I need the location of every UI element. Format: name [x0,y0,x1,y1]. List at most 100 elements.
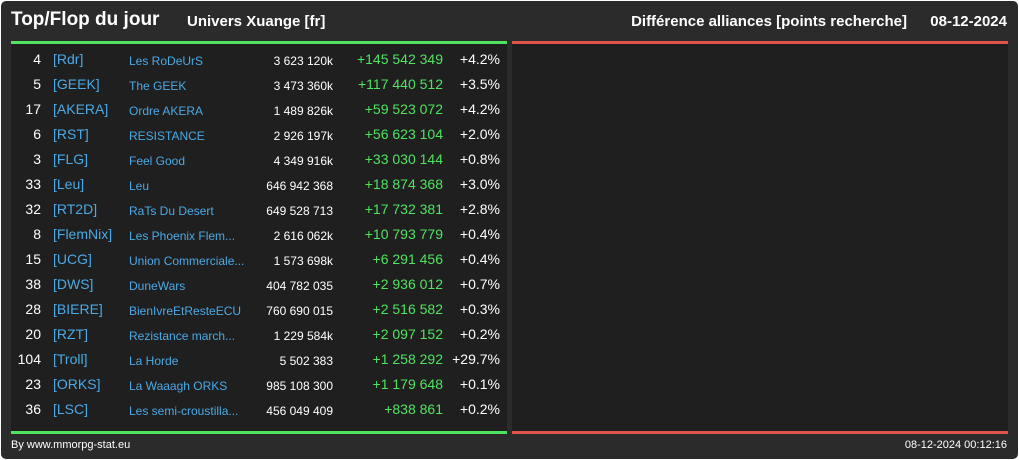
alliance-rank: 33 [25,176,41,192]
percent-change: +3.0% [459,176,500,192]
alliance-points: 649 528 713 [266,204,333,218]
alliance-name-link[interactable]: La Waaagh ORKS [129,379,228,393]
alliance-rank: 36 [25,401,41,417]
alliance-points: 2 926 197k [273,129,333,143]
alliance-name-link[interactable]: RaTs Du Desert [129,204,214,218]
alliance-points: 3 473 360k [273,79,333,93]
table-row: 36 [LSC] Les semi-croustilla... 456 049 409… [11,398,508,423]
points-difference: +1 258 292 [372,351,443,367]
alliance-points: 3 623 120k [273,54,333,68]
alliance-points: 5 502 383 [279,354,333,368]
table-row: 28 [BIERE] BienIvreEtResteECU 760 690 015 +2… [11,298,508,323]
alliance-name-link[interactable]: BienIvreEtResteECU [129,304,242,318]
points-difference: +2 936 012 [372,276,443,292]
points-difference: +117 440 512 [358,76,443,92]
alliance-tag-link[interactable]: [GEEK] [53,76,100,92]
alliance-name-link[interactable]: Les semi-croustilla... [129,404,239,418]
alliance-name-link[interactable]: Feel Good [129,154,186,168]
alliance-points: 1 573 698k [273,254,333,268]
alliance-points: 760 690 015 [266,304,333,318]
alliance-points: 456 049 409 [266,404,333,418]
alliance-rank: 38 [25,276,41,292]
alliance-tag-link[interactable]: [Troll] [53,351,88,367]
alliance-name-link[interactable]: The GEEK [129,79,187,93]
table-row: 4 [Rdr] Les RoDeUrS 3 623 120k +145 542 349 +… [11,48,508,73]
header-date: 08-12-2024 [930,13,1007,30]
alliance-rank: 3 [33,151,41,167]
alliance-tag-link[interactable]: [ORKS] [53,376,101,392]
top-accent-bar-top [11,41,507,44]
points-difference: +6 291 456 [372,251,443,267]
alliance-tag-link[interactable]: [LSC] [53,401,89,417]
points-difference: +2 516 582 [372,301,443,317]
percent-change: +0.3% [459,301,500,317]
alliance-points: 1 489 826k [273,104,333,118]
flop-accent-bar-bottom [512,431,1008,434]
alliance-tag-link[interactable]: [RST] [53,126,89,142]
flop-column [512,44,1008,431]
alliance-name-link[interactable]: DuneWars [129,279,186,293]
top-accent-bar-bottom [11,431,507,434]
percent-change: +0.2% [459,326,500,342]
alliance-tag-link[interactable]: [BIERE] [53,301,103,317]
table-row: 23 [ORKS] La Waaagh ORKS 985 108 300 +1 179 … [11,373,508,398]
alliance-tag-link[interactable]: [AKERA] [53,101,109,117]
alliance-points: 646 942 368 [266,179,333,193]
alliance-rank: 17 [25,101,41,117]
percent-change: +0.2% [459,401,500,417]
points-difference: +17 732 381 [364,201,443,217]
table-row: 6 [RST] RESISTANCE 2 926 197k +56 623 104 +2.… [11,123,508,148]
alliance-tag-link[interactable]: [UCG] [53,251,92,267]
alliance-rank: 6 [33,126,41,142]
percent-change: +0.7% [459,276,500,292]
percent-change: +0.4% [459,226,500,242]
universe-label: Univers Xuange [fr] [187,13,326,30]
alliance-points: 404 782 035 [266,279,333,293]
alliance-rank: 32 [25,201,41,217]
page-title: Top/Flop du jour [11,9,160,30]
alliance-rank: 4 [33,51,41,67]
alliance-tag-link[interactable]: [FlemNix] [53,226,113,242]
percent-change: +4.2% [459,101,500,117]
alliance-name-link[interactable]: Les Phoenix Flem... [129,229,236,243]
alliance-tag-link[interactable]: [RT2D] [53,201,98,217]
percent-change: +0.1% [459,376,500,392]
points-difference: +18 874 368 [364,176,443,192]
alliance-tag-link[interactable]: [FLG] [53,151,89,167]
alliance-rank: 104 [17,351,41,367]
alliance-tag-link[interactable]: [Rdr] [53,51,84,67]
percent-change: +29.7% [452,351,500,367]
alliance-name-link[interactable]: Ordre AKERA [129,104,204,118]
table-row: 17 [AKERA] Ordre AKERA 1 489 826k +59 523 07… [11,98,508,123]
table-row: 8 [FlemNix] Les Phoenix Flem... 2 616 062k +… [11,223,508,248]
points-difference: +33 030 144 [364,151,443,167]
alliance-name-link[interactable]: Les RoDeUrS [129,54,204,68]
alliance-name-link[interactable]: Leu [129,179,150,193]
alliance-rank: 15 [25,251,41,267]
alliance-rank: 5 [33,76,41,92]
points-difference: +56 623 104 [364,126,443,142]
percent-change: +0.4% [459,251,500,267]
points-difference: +145 542 349 [356,51,443,67]
alliance-tag-link[interactable]: [Leu] [53,176,85,192]
percent-change: +4.2% [459,51,500,67]
alliance-name-link[interactable]: Rezistance march... [129,329,236,343]
table-row: 33 [Leu] Leu 646 942 368 +18 874 368 +3.0% [11,173,508,198]
top-list: 4 [Rdr] Les RoDeUrS 3 623 120k +145 542 349 +… [11,48,508,423]
table-row: 20 [RZT] Rezistance march... 1 229 584k +2 0… [11,323,508,348]
alliance-name-link[interactable]: Union Commerciale... [129,254,245,268]
metric-title: Différence alliances [points recherche] [631,13,907,30]
alliance-rank: 20 [25,326,41,342]
alliance-tag-link[interactable]: [DWS] [53,276,94,292]
percent-change: +0.8% [459,151,500,167]
top-column [11,44,507,431]
alliance-name-link[interactable]: RESISTANCE [129,129,205,143]
alliance-points: 1 229 584k [273,329,333,343]
table-row: 3 [FLG] Feel Good 4 349 916k +33 030 144 +0.8… [11,148,508,173]
alliance-tag-link[interactable]: [RZT] [53,326,88,342]
points-difference: +838 861 [384,401,443,417]
alliance-name-link[interactable]: La Horde [129,354,179,368]
footer-timestamp: 08-12-2024 00:12:16 [904,439,1007,451]
